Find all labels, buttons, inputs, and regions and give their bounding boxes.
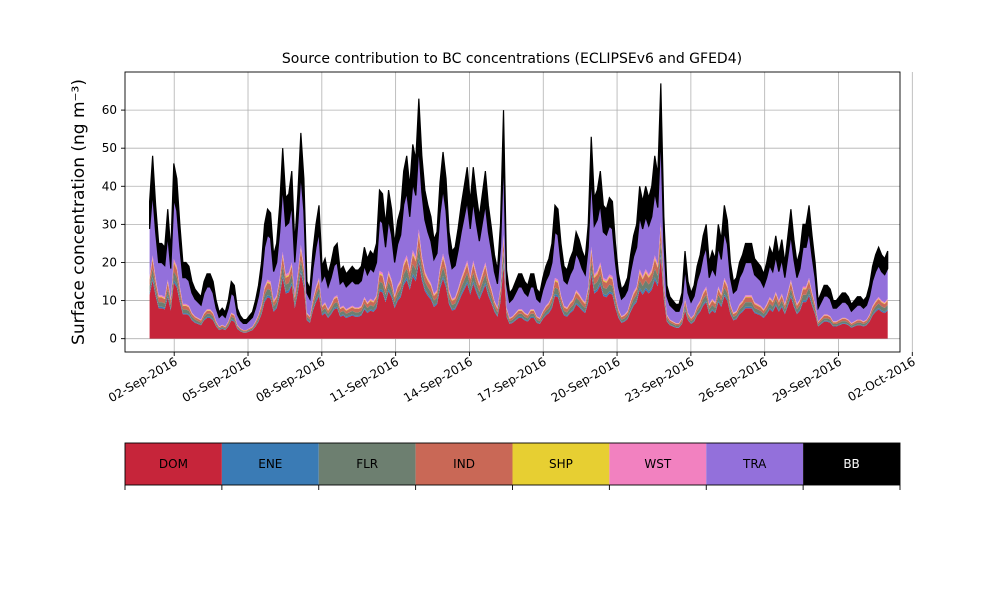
legend-swatch-tra — [706, 443, 804, 485]
x-tick-label: 20-Sep-2016 — [549, 354, 623, 405]
plot-frame — [124, 71, 901, 353]
legend: DOM ENE FLR IND SHP WST TRA BB — [124, 442, 901, 490]
y-tick-label: 30 — [102, 217, 117, 231]
x-tick-label: 11-Sep-2016 — [327, 354, 401, 405]
x-tick-label: 14-Sep-2016 — [401, 354, 475, 405]
y-axis-label: Surface concentration (ng m⁻³) — [69, 79, 89, 345]
area-series-flr — [149, 240, 888, 333]
x-tick-label: 23-Sep-2016 — [623, 354, 697, 405]
x-tick-label: 08-Sep-2016 — [254, 354, 328, 405]
x-tick-label: 26-Sep-2016 — [696, 354, 770, 405]
legend-label-tra: TRA — [742, 457, 767, 471]
legend-label-ind: IND — [453, 457, 475, 471]
y-tick-label: 60 — [102, 103, 117, 117]
legend-swatch-bb — [803, 443, 900, 485]
legend-label-dom: DOM — [159, 457, 188, 471]
legend-swatch-wst — [609, 443, 707, 485]
y-tick-label: 50 — [102, 141, 117, 155]
x-tick-label: 02-Oct-2016 — [845, 354, 917, 404]
legend-label-shp: SHP — [549, 457, 573, 471]
legend-swatch-dom — [125, 443, 222, 485]
area-series-bb — [149, 83, 889, 325]
y-axis: 0 10 20 30 40 50 60 — [102, 103, 125, 346]
legend-swatch-flr — [318, 443, 416, 485]
legend-swatch-shp — [512, 443, 610, 485]
x-tick-label: 29-Sep-2016 — [770, 354, 844, 405]
legend-label-wst: WST — [644, 457, 671, 471]
y-tick-label: 10 — [102, 294, 117, 308]
x-tick-label: 17-Sep-2016 — [475, 354, 549, 405]
legend-label-bb: BB — [843, 457, 859, 471]
legend-label-flr: FLR — [356, 457, 378, 471]
chart-title: Source contribution to BC concentrations… — [282, 51, 742, 67]
legend-swatch-ind — [415, 443, 513, 485]
y-tick-label: 20 — [102, 255, 117, 269]
y-tick-label: 40 — [102, 179, 117, 193]
legend-frame — [124, 442, 901, 486]
y-tick-label: 0 — [109, 332, 117, 346]
x-tick-label: 02-Sep-2016 — [106, 354, 180, 405]
legend-label-ene: ENE — [258, 457, 282, 471]
area-series-ind — [149, 228, 888, 332]
legend-swatch-ene — [221, 443, 319, 485]
x-tick-label: 05-Sep-2016 — [180, 354, 254, 405]
area-series-tra — [149, 134, 888, 330]
x-axis: 02-Sep-2016 05-Sep-2016 08-Sep-2016 11-Sep-… — [106, 352, 918, 405]
area-series-dom — [149, 256, 888, 339]
stacked-areas — [149, 83, 889, 339]
